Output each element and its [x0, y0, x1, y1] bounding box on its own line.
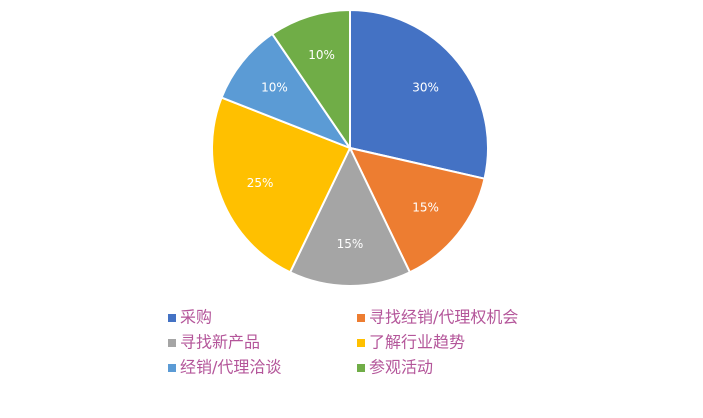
- pie-slice: [211, 96, 352, 274]
- data-label: 10%: [261, 80, 288, 94]
- pie-slice: [349, 8, 489, 180]
- legend-label: 寻找经销/代理权机会: [369, 308, 518, 327]
- legend-swatch: [168, 364, 176, 372]
- legend-label: 参观活动: [369, 358, 433, 377]
- pie-slice: [270, 8, 351, 152]
- pie-slice: [288, 145, 412, 287]
- legend-label: 采购: [180, 308, 212, 327]
- pie-slice: [348, 146, 486, 274]
- data-label: 25%: [247, 176, 274, 190]
- legend-label: 寻找新产品: [180, 333, 260, 352]
- legend-swatch: [357, 364, 365, 372]
- data-label: 15%: [412, 201, 439, 215]
- data-label: 30%: [412, 80, 439, 94]
- pie-slice: [220, 32, 353, 151]
- legend-swatch: [168, 339, 176, 347]
- legend-swatch: [168, 314, 176, 322]
- legend-label: 了解行业趋势: [369, 333, 465, 352]
- data-label: 15%: [337, 237, 364, 251]
- data-label: 10%: [308, 48, 335, 62]
- legend-label: 经销/代理洽谈: [180, 358, 281, 377]
- legend-swatch: [357, 339, 365, 347]
- legend-swatch: [357, 314, 365, 322]
